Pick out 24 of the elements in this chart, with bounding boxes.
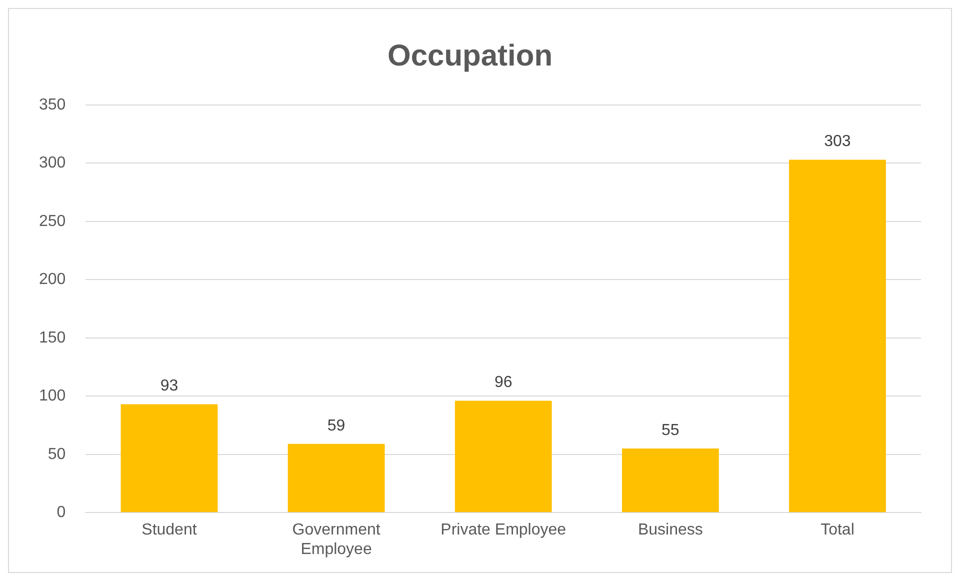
bar bbox=[120, 404, 218, 512]
data-label: 303 bbox=[824, 133, 851, 150]
x-tick-label: Business bbox=[638, 522, 703, 539]
bar bbox=[454, 400, 552, 512]
y-tick-label: 300 bbox=[38, 154, 66, 172]
data-label: 59 bbox=[327, 417, 346, 434]
bar bbox=[622, 448, 719, 512]
data-label: 93 bbox=[160, 378, 178, 395]
x-tick-label: Private Employee bbox=[440, 522, 566, 539]
y-tick-label: 0 bbox=[56, 504, 66, 522]
bar bbox=[288, 444, 385, 512]
x-tick-label: Government Employee bbox=[292, 522, 381, 558]
x-tick-label: Total bbox=[820, 522, 854, 539]
bar bbox=[789, 160, 886, 512]
chart-title: Occupation bbox=[387, 39, 553, 72]
y-tick-label: 50 bbox=[48, 446, 66, 463]
data-label: 96 bbox=[494, 374, 512, 392]
y-tick-label: 200 bbox=[38, 271, 66, 288]
y-tick-label: 150 bbox=[38, 329, 66, 346]
x-tick-label: Student bbox=[142, 522, 198, 539]
y-tick-label: 100 bbox=[38, 388, 66, 405]
y-tick-label: 250 bbox=[38, 212, 66, 230]
data-label: 55 bbox=[662, 422, 680, 439]
y-tick-label: 350 bbox=[38, 96, 66, 114]
